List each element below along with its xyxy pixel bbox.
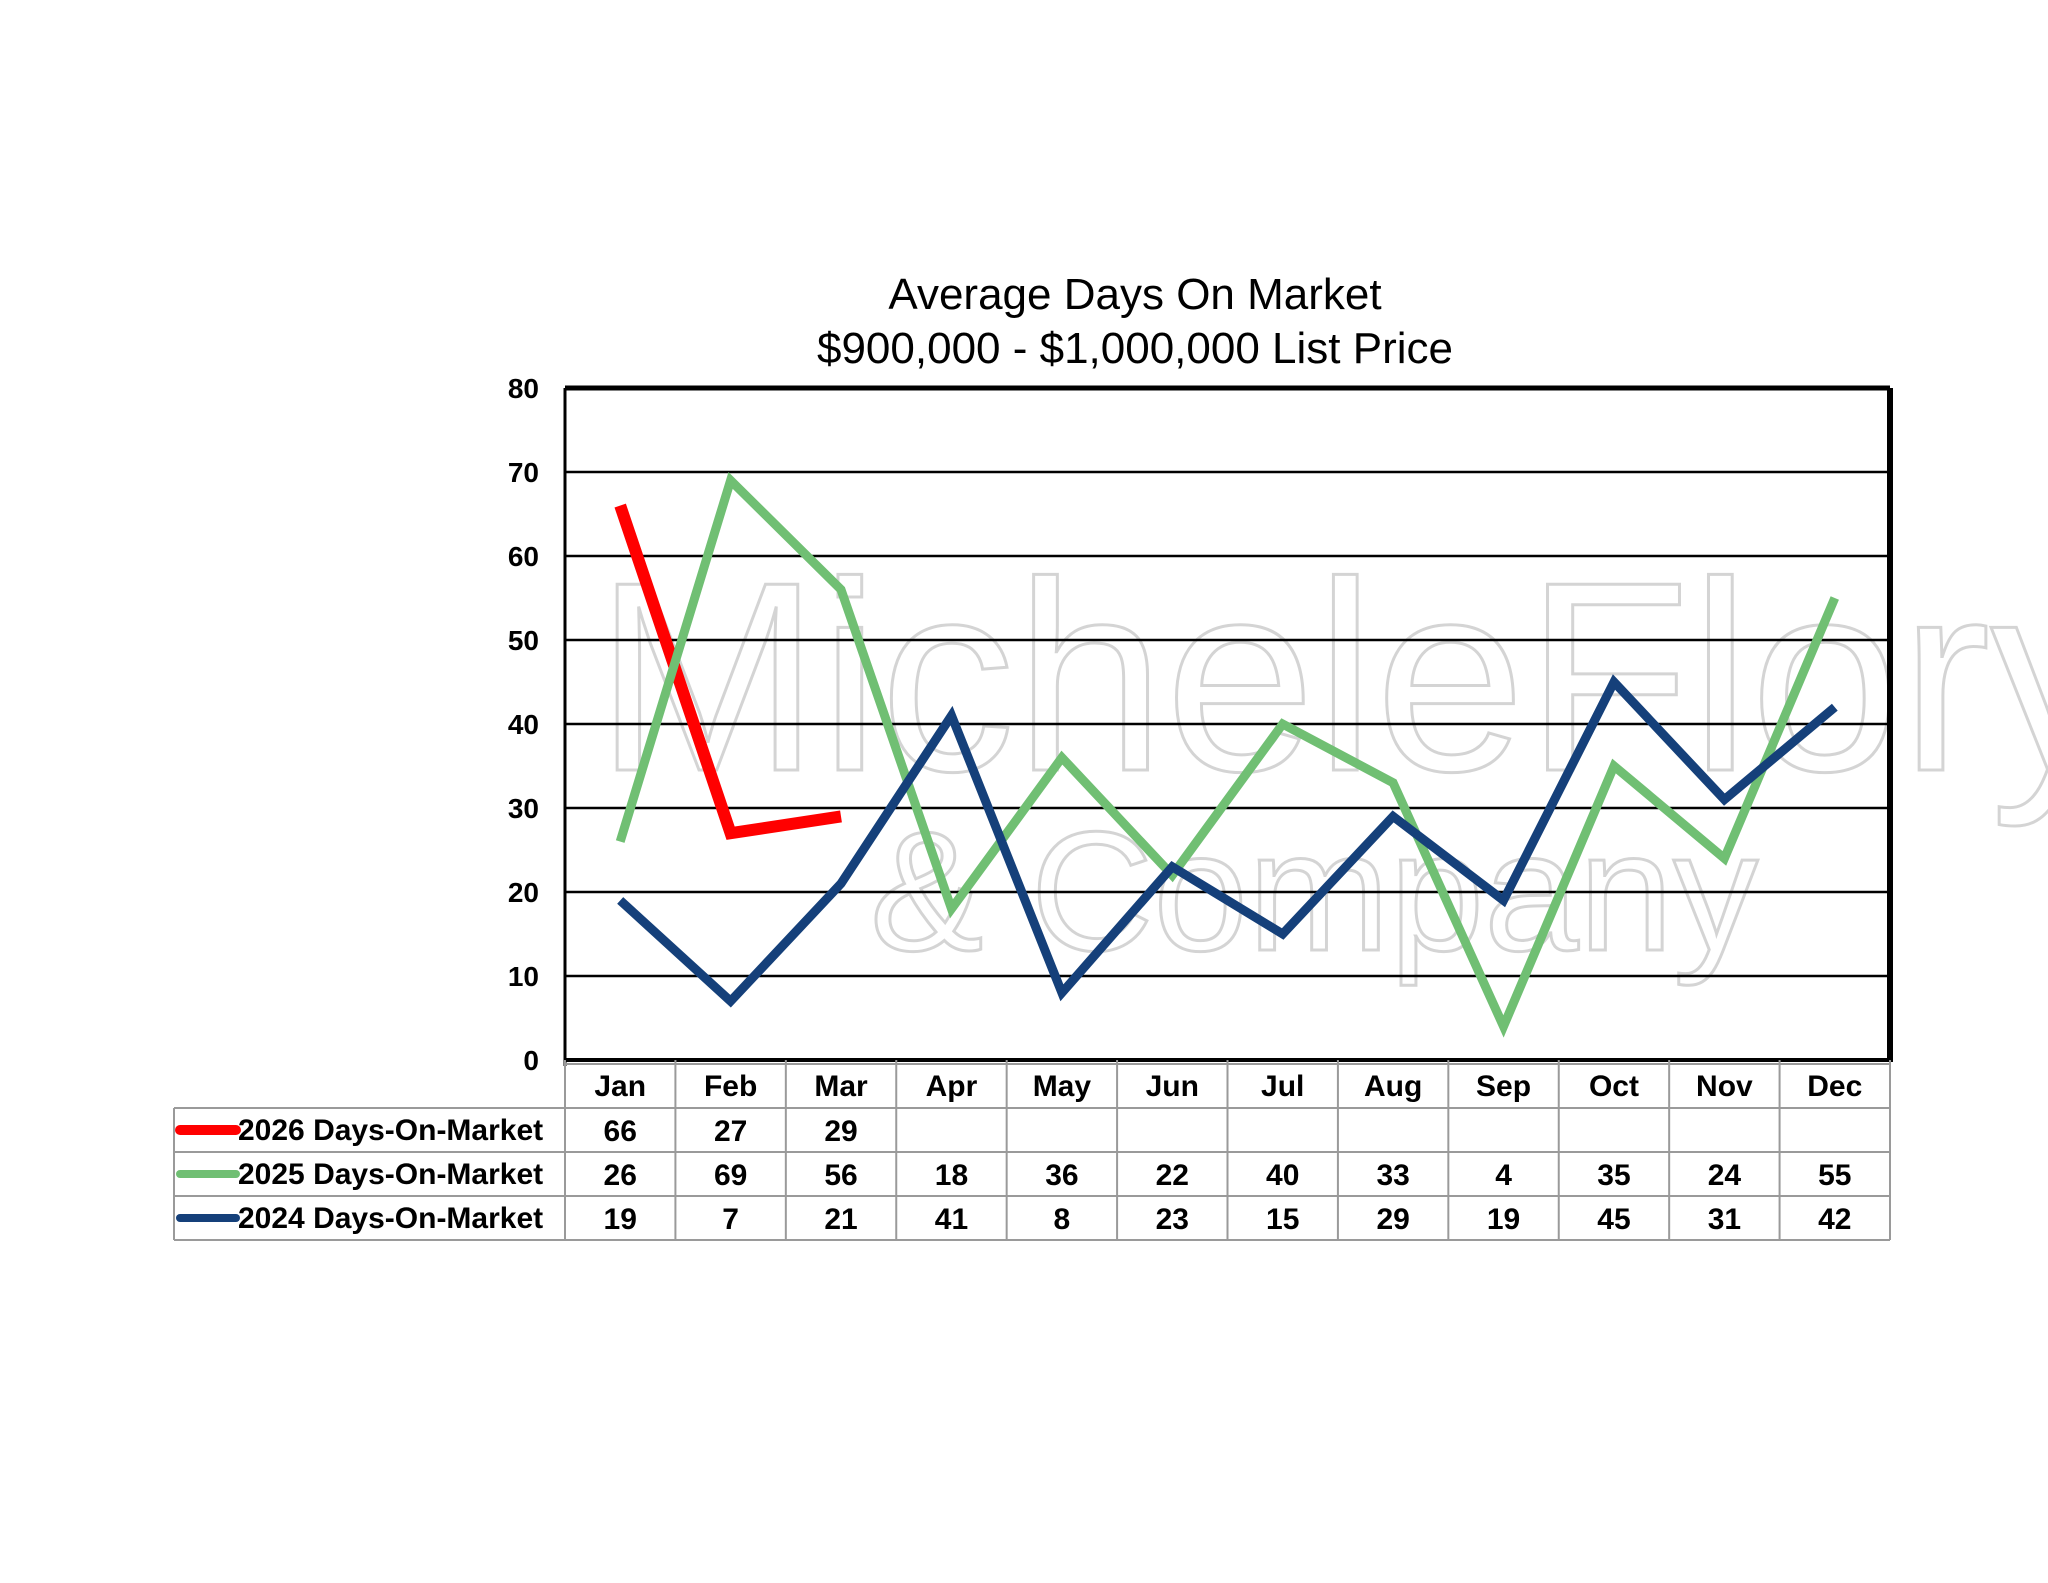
data-label: 24 [1708,1159,1742,1192]
data-label: 33 [1376,1159,1409,1192]
data-label: 40 [1266,1159,1299,1192]
y-tick-label: 60 [508,541,539,572]
x-tick-label: Feb [704,1070,757,1103]
data-label: 36 [1045,1159,1078,1192]
watermark-text-1: MicheleFlory [595,527,2048,829]
x-tick-label: Sep [1476,1070,1531,1103]
data-label: 8 [1054,1203,1071,1236]
data-label: 7 [722,1203,739,1236]
x-tick-label: Jul [1261,1070,1304,1103]
chart-title: Average Days On Market [888,270,1382,319]
legend-label-1: 2025 Days-On-Market [238,1158,543,1191]
x-tick-label: Jun [1146,1070,1199,1103]
data-label: 19 [604,1203,637,1236]
legend-label-2: 2024 Days-On-Market [238,1202,543,1235]
x-tick-label: Apr [926,1070,978,1103]
data-label: 35 [1597,1159,1630,1192]
x-tick-label: Jan [594,1070,646,1103]
data-label: 31 [1708,1203,1741,1236]
series-line-2 [617,674,1838,1008]
data-table: 2026 Days-On-Market 66 27 29 2025 Days-On-Ma… [173,1060,1891,1241]
data-label: 41 [935,1203,968,1236]
data-label: 21 [824,1203,857,1236]
y-tick-label: 50 [508,625,539,656]
y-tick-label: 30 [508,793,539,824]
data-label: 69 [714,1159,747,1192]
x-tick-label: Nov [1696,1070,1753,1103]
data-label: 55 [1818,1159,1851,1192]
data-label: 45 [1597,1203,1630,1236]
y-tick-label: 20 [508,877,539,908]
data-label: 29 [1376,1203,1409,1236]
y-tick-label: 0 [523,1045,539,1076]
y-tick-label: 80 [508,373,539,404]
series-line-1 [615,471,1839,1038]
y-tick-label: 70 [508,457,539,488]
data-label: 27 [714,1115,747,1148]
x-tick-label: May [1033,1070,1092,1103]
data-label: 18 [935,1159,968,1192]
data-label: 22 [1156,1159,1189,1192]
data-label: 4 [1495,1159,1512,1192]
legend-label-0: 2026 Days-On-Market [238,1114,543,1147]
chart-subtitle: $900,000 - $1,000,000 List Price [816,324,1453,373]
series-lines [614,471,1839,1038]
x-tick-label: Mar [814,1070,868,1103]
axis-labels: 0 10 20 30 40 50 60 70 80 Jan Feb Mar Apr May Jun Jul Au… [508,373,1862,1103]
y-tick-label: 10 [508,961,539,992]
x-tick-label: Aug [1364,1070,1422,1103]
data-label: 66 [604,1115,637,1148]
x-tick-label: Dec [1807,1070,1862,1103]
y-tick-label: 40 [508,709,539,740]
series-line-0 [614,503,842,840]
data-label: 42 [1818,1203,1851,1236]
data-label: 23 [1156,1203,1189,1236]
data-label: 56 [824,1159,857,1192]
data-label: 19 [1487,1203,1520,1236]
data-label: 15 [1266,1203,1299,1236]
x-tick-label: Oct [1589,1070,1639,1103]
data-label: 29 [824,1115,857,1148]
data-label: 26 [604,1159,637,1192]
